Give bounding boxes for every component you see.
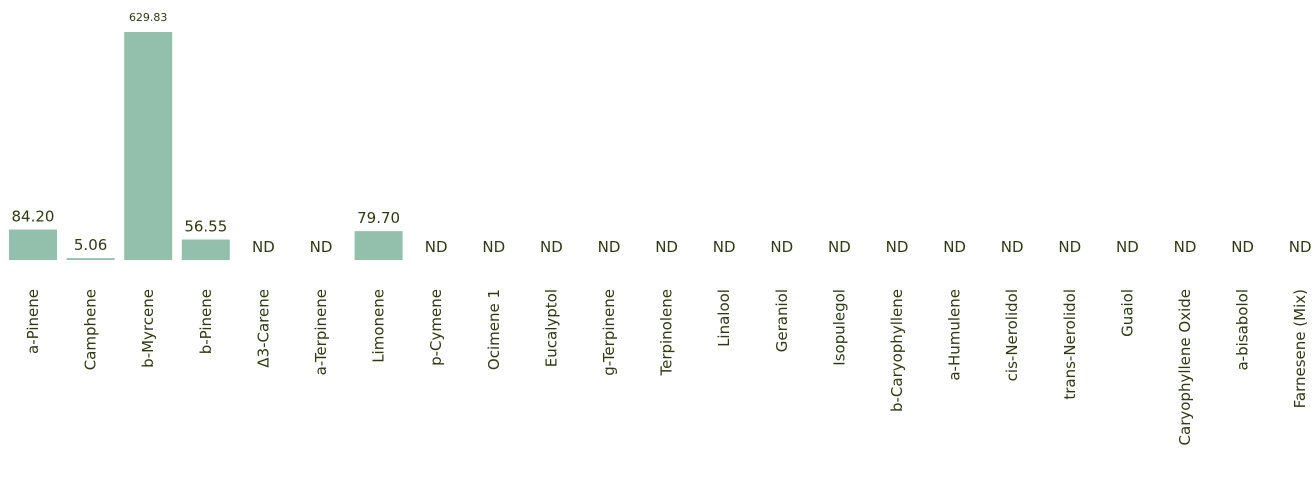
value-label-18: ND bbox=[1058, 238, 1081, 256]
value-label-19: ND bbox=[1116, 238, 1139, 256]
bar-2 bbox=[124, 32, 173, 260]
value-label-20: ND bbox=[1174, 238, 1197, 256]
category-label-15: b-Caryophyllene bbox=[888, 289, 906, 412]
value-label-4: ND bbox=[252, 238, 275, 256]
value-label-8: ND bbox=[482, 238, 505, 256]
category-label-16: a-Humulene bbox=[946, 289, 964, 381]
value-label-6: 79.70 bbox=[357, 209, 400, 227]
category-label-21: a-bisabolol bbox=[1234, 289, 1252, 371]
category-label-19: Guaiol bbox=[1118, 289, 1136, 337]
value-label-14: ND bbox=[828, 238, 851, 256]
category-label-5: a-Terpinene bbox=[312, 289, 330, 375]
value-label-12: ND bbox=[713, 238, 736, 256]
category-label-2: b-Myrcene bbox=[139, 289, 157, 368]
category-label-17: cis-Nerolidol bbox=[1003, 289, 1021, 381]
value-label-2: 629.83 bbox=[129, 11, 168, 24]
category-label-10: g-Terpinene bbox=[600, 289, 618, 376]
value-label-9: ND bbox=[540, 238, 563, 256]
bar-3 bbox=[181, 239, 230, 260]
category-labels: a-Pinene Camphene b-Myrcene b-Pinene Δ3-Care… bbox=[24, 289, 1309, 445]
bars bbox=[9, 32, 403, 260]
value-label-11: ND bbox=[655, 238, 678, 256]
value-label-22: ND bbox=[1289, 238, 1312, 256]
category-label-20: Caryophyllene Oxide bbox=[1176, 289, 1194, 445]
category-label-22: Farnesene (Mix) bbox=[1291, 289, 1309, 408]
category-label-4: Δ3-Carene bbox=[254, 289, 272, 368]
category-label-14: Isopulegol bbox=[830, 289, 848, 366]
bar-6 bbox=[354, 231, 403, 260]
category-label-8: Ocimene 1 bbox=[485, 289, 503, 370]
category-label-6: Limonene bbox=[370, 289, 388, 363]
value-label-0: 84.20 bbox=[12, 208, 55, 226]
category-label-7: p-Cymene bbox=[427, 289, 445, 366]
category-label-18: trans-Nerolidol bbox=[1061, 289, 1079, 400]
category-label-13: Geraniol bbox=[773, 289, 791, 352]
bar-0 bbox=[9, 229, 57, 260]
value-label-17: ND bbox=[1001, 238, 1024, 256]
value-label-10: ND bbox=[598, 238, 621, 256]
category-label-0: a-Pinene bbox=[24, 289, 42, 354]
value-label-7: ND bbox=[425, 238, 448, 256]
value-label-5: ND bbox=[310, 238, 333, 256]
value-label-15: ND bbox=[886, 238, 909, 256]
bar-1 bbox=[66, 258, 115, 260]
category-label-1: Camphene bbox=[82, 289, 100, 370]
category-label-3: b-Pinene bbox=[197, 289, 215, 354]
value-label-3: 56.55 bbox=[184, 218, 227, 236]
value-labels: 84.20 5.06 629.83 56.55 ND ND 79.70 ND ND ND ND ND N… bbox=[12, 11, 1312, 256]
category-label-12: Linalool bbox=[715, 289, 733, 347]
value-label-16: ND bbox=[943, 238, 966, 256]
category-label-11: Terpinolene bbox=[658, 289, 676, 377]
value-label-1: 5.06 bbox=[74, 236, 107, 254]
value-label-13: ND bbox=[770, 238, 793, 256]
value-label-21: ND bbox=[1231, 238, 1254, 256]
category-label-9: Eucalyptol bbox=[542, 289, 560, 367]
